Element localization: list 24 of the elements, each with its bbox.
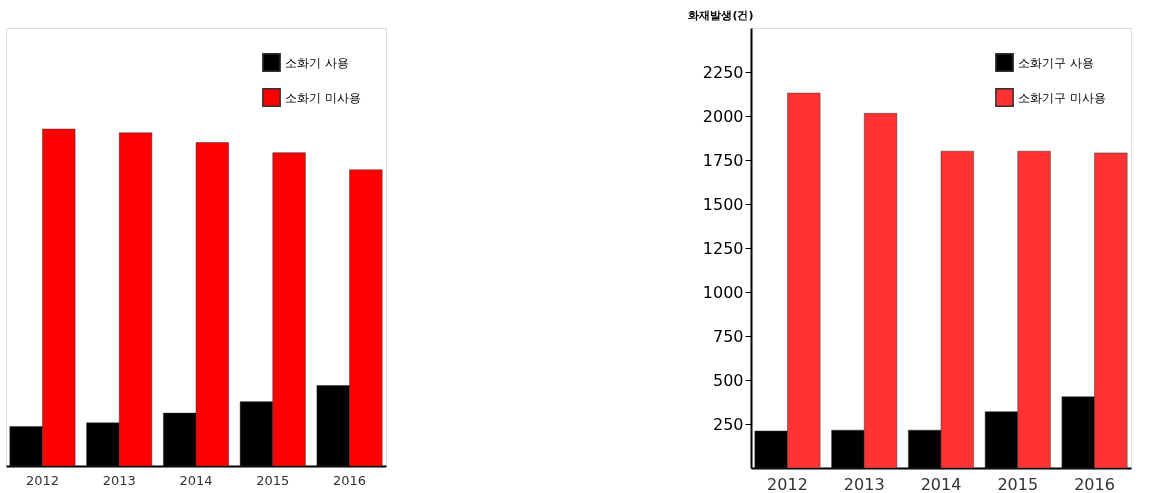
x-tick-label: 2016 bbox=[1074, 474, 1115, 493]
x-tick-label: 2015 bbox=[997, 474, 1039, 493]
y-tick-label: 1250 bbox=[702, 238, 744, 258]
x-tick-label: 2012 bbox=[767, 474, 808, 493]
x-tick-label: 2016 bbox=[332, 472, 367, 488]
y-tick-label: 250 bbox=[712, 414, 744, 434]
x-tick-label: 2013 bbox=[843, 474, 885, 493]
legend-label: 소화기 사용 bbox=[285, 55, 349, 70]
y-tick-label: 1500 bbox=[702, 194, 744, 214]
y-axis-title: 화재발생(건) bbox=[688, 8, 754, 22]
legend-label: 소화기 미사용 bbox=[285, 90, 361, 105]
legend-label: 소화기구 사용 bbox=[1018, 55, 1094, 70]
x-tick-label: 2014 bbox=[920, 474, 962, 493]
y-tick-label: 2000 bbox=[702, 106, 744, 126]
y-tick-label: 1000 bbox=[702, 282, 744, 302]
y-tick-label: 750 bbox=[712, 326, 744, 346]
y-tick-label: 2250 bbox=[702, 62, 744, 82]
x-tick-label: 2015 bbox=[256, 472, 290, 488]
x-tick-label: 2012 bbox=[25, 472, 60, 488]
legend-label: 소화기구 미사용 bbox=[1018, 90, 1106, 105]
y-tick-label: 500 bbox=[712, 370, 744, 390]
y-tick-label: 1750 bbox=[702, 150, 744, 170]
x-tick-label: 2013 bbox=[102, 472, 136, 488]
x-tick-label: 2014 bbox=[179, 472, 213, 488]
